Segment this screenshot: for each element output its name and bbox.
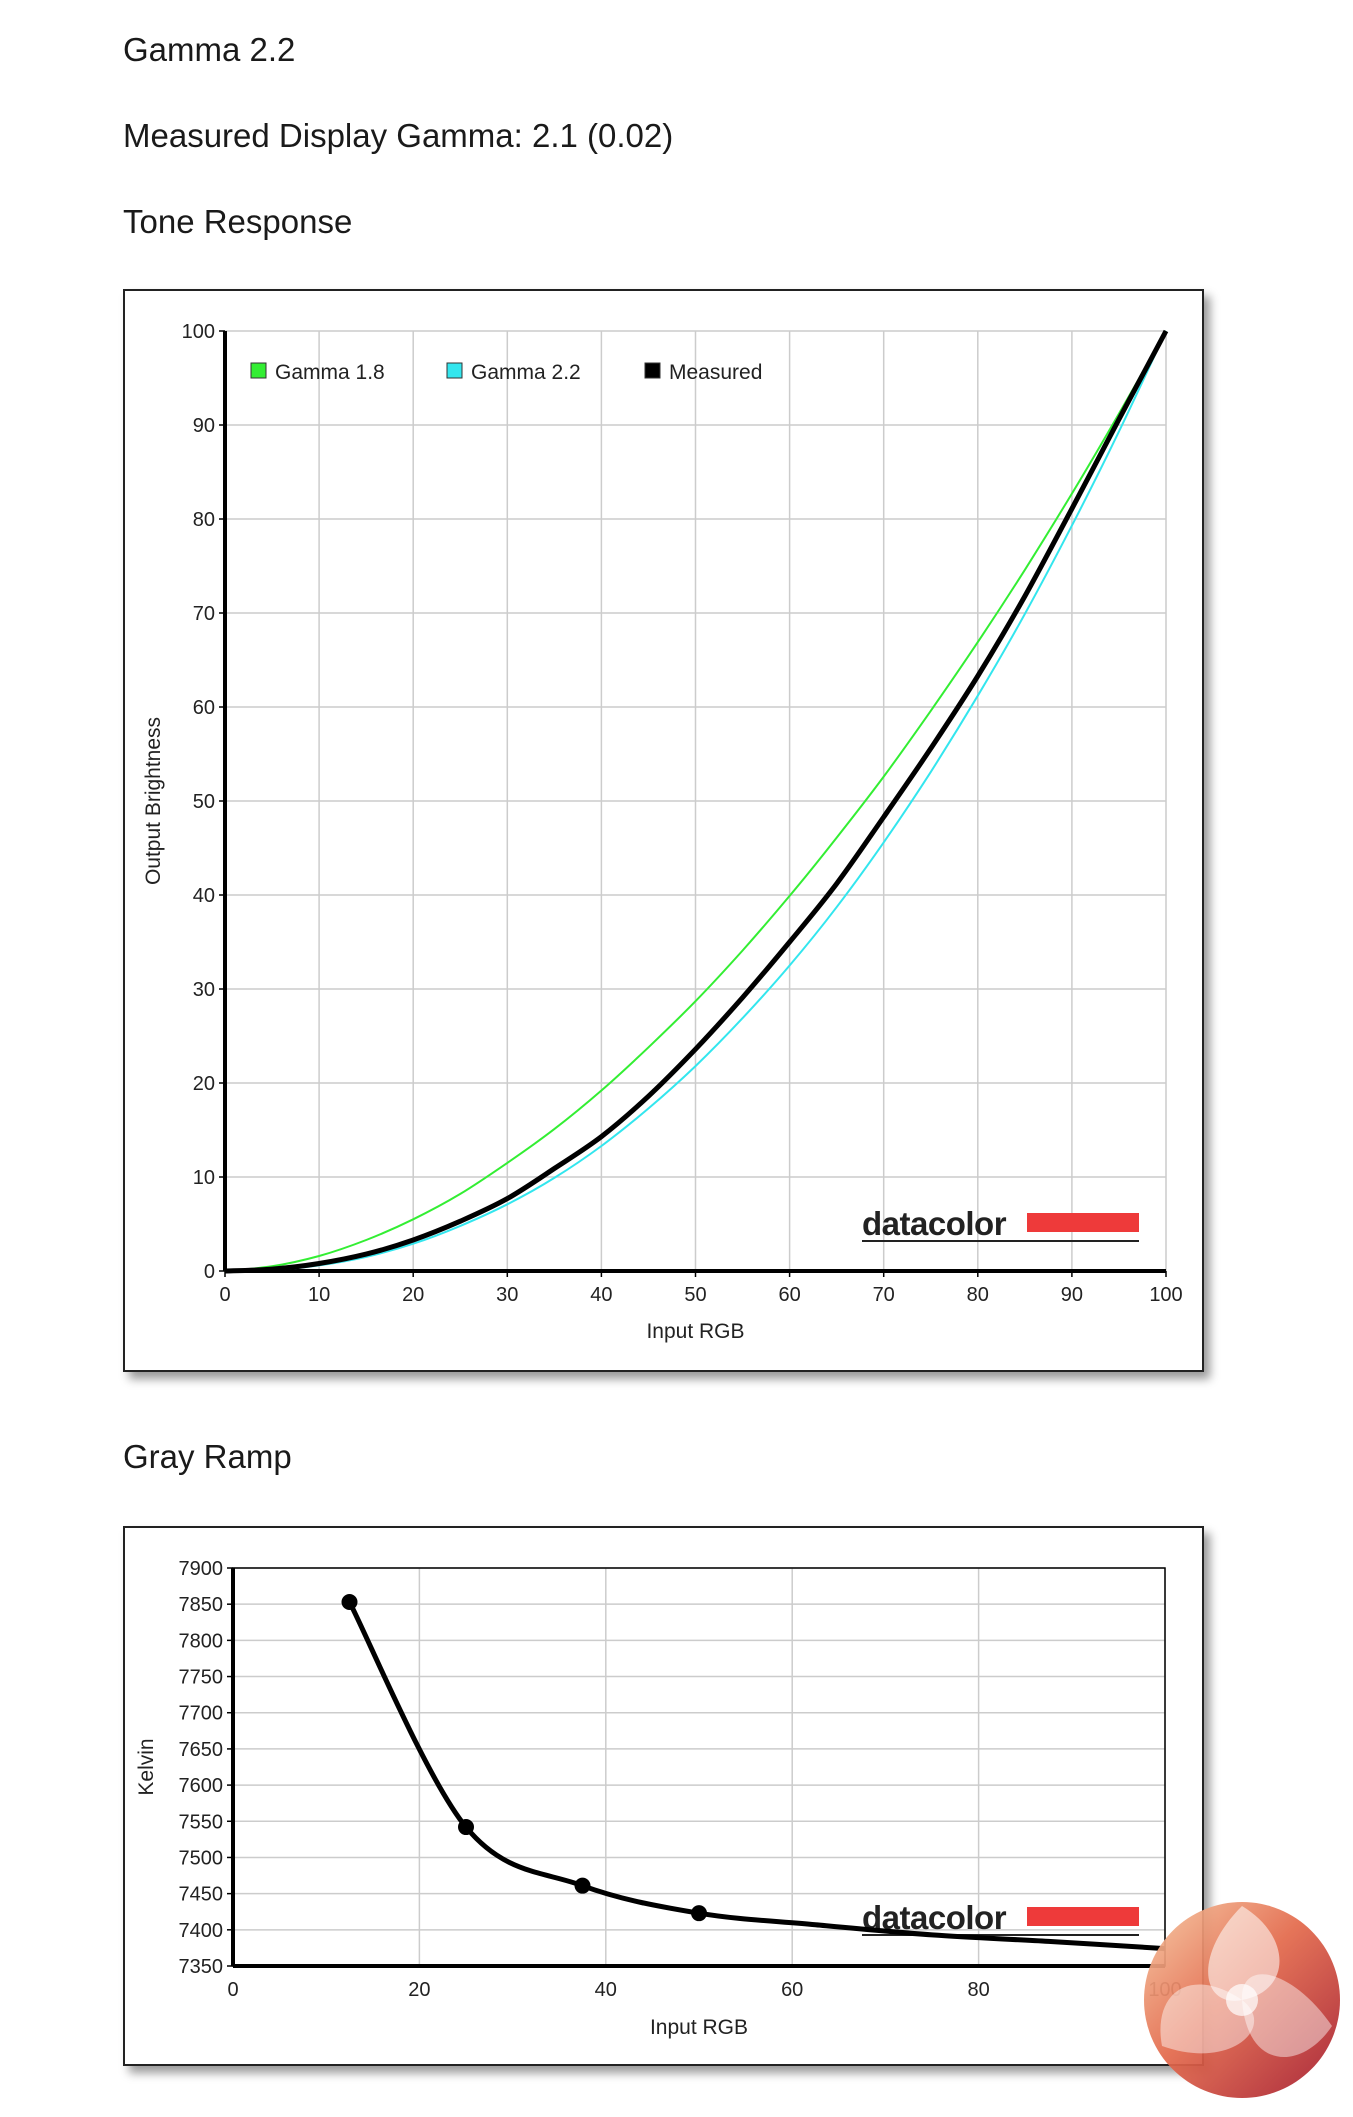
y-tick-label: 7450 <box>179 1884 224 1906</box>
y-tick-label: 20 <box>193 1073 215 1095</box>
legend-swatch-3 <box>644 362 661 379</box>
legend-swatch-1 <box>250 362 267 379</box>
tone-response-heading: Tone Response <box>123 203 353 240</box>
x-tick-label: 60 <box>781 1979 803 2001</box>
gray-ramp-chart-frame: 0204060801007350740074507500755076007650… <box>123 1526 1204 2066</box>
x-tick-label: 0 <box>219 1284 230 1306</box>
x-tick-label: 40 <box>590 1284 612 1306</box>
y-axis-label: Kelvin <box>135 1738 158 1795</box>
legend-label-3: Measured <box>669 361 762 384</box>
series-line-1 <box>224 330 1167 1272</box>
x-tick-label: 90 <box>1061 1284 1083 1306</box>
x-tick-label: 30 <box>496 1284 518 1306</box>
y-tick-label: 70 <box>193 603 215 625</box>
x-tick-label: 100 <box>1149 1284 1182 1306</box>
x-tick-label: 40 <box>595 1979 617 2001</box>
y-axis-label: Output Brightness <box>142 717 165 885</box>
y-tick-label: 7550 <box>179 1811 224 1833</box>
x-tick-label: 20 <box>408 1979 430 2001</box>
legend-label-2: Gamma 2.2 <box>471 361 581 384</box>
x-tick-label: 20 <box>402 1284 424 1306</box>
measured-gamma-text: Measured Display Gamma: 2.1 (0.02) <box>123 117 674 154</box>
y-tick-label: 30 <box>193 979 215 1001</box>
tone-response-chart-frame: 0 10 20 30 40 50 60 70 80 90 100 0 10 20 30 40 50 60 70 80 9… <box>123 289 1204 1372</box>
x-tick-label: 50 <box>684 1284 706 1306</box>
x-tick-label: 10 <box>308 1284 330 1306</box>
y-tick-label: 90 <box>193 415 215 437</box>
gray-ramp-heading: Gray Ramp <box>123 1438 292 1475</box>
y-tick-label: 50 <box>193 791 215 813</box>
tone-response-chart: 0 10 20 30 40 50 60 70 80 90 100 0 10 20 30 40 50 60 70 80 9… <box>142 321 1183 1343</box>
watermark-logo-icon <box>1144 1902 1340 2098</box>
y-tick-label: 40 <box>193 885 215 907</box>
data-point-marker <box>691 1905 707 1922</box>
x-tick-label: 0 <box>227 1979 238 2001</box>
y-tick-label: 7850 <box>179 1594 224 1616</box>
y-tick-label: 7800 <box>179 1630 224 1652</box>
data-point-marker <box>574 1877 591 1894</box>
data-point-marker <box>341 1594 358 1611</box>
series-line-1 <box>347 1600 1166 1952</box>
datacolor-logo-text: datacolor <box>862 1205 1007 1242</box>
x-tick-label: 70 <box>873 1284 895 1306</box>
x-axis-label: Input RGB <box>650 2016 748 2039</box>
x-tick-label: 80 <box>967 1284 989 1306</box>
x-tick-label: 60 <box>778 1284 800 1306</box>
series-line-3 <box>224 329 1169 1274</box>
datacolor-logo-red-bar <box>1027 1907 1139 1926</box>
y-tick-label: 7750 <box>179 1667 224 1689</box>
y-tick-label: 100 <box>182 321 215 343</box>
x-tick-label: 80 <box>967 1979 989 2001</box>
series-line-2 <box>224 330 1167 1272</box>
y-tick-label: 60 <box>193 697 215 719</box>
y-tick-label: 7400 <box>179 1920 224 1942</box>
gray-ramp-chart: 0204060801007350740074507500755076007650… <box>135 1558 1182 2039</box>
legend-label-1: Gamma 1.8 <box>275 361 385 384</box>
x-axis-label: Input RGB <box>646 1320 744 1343</box>
y-tick-label: 80 <box>193 509 215 531</box>
datacolor-logo-red-bar <box>1027 1213 1139 1232</box>
legend-swatch-2 <box>446 362 463 379</box>
y-tick-label: 7350 <box>179 1956 224 1978</box>
y-tick-label: 7700 <box>179 1703 224 1725</box>
y-tick-label: 10 <box>193 1167 215 1189</box>
y-tick-label: 7500 <box>179 1847 224 1869</box>
datacolor-logo: datacolor <box>862 1205 1139 1242</box>
preset-title: Gamma 2.2 <box>123 31 296 68</box>
data-point-marker <box>458 1819 474 1836</box>
y-tick-label: 7600 <box>179 1775 224 1797</box>
y-tick-label: 7900 <box>179 1558 224 1580</box>
y-tick-label: 0 <box>204 1261 215 1283</box>
y-tick-label: 7650 <box>179 1739 224 1761</box>
